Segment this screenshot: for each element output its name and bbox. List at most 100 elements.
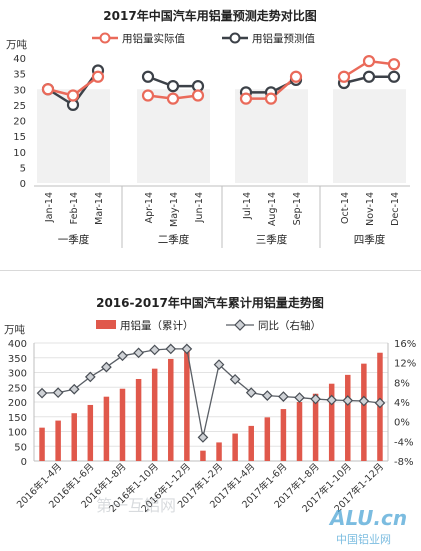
y-tick-label: 50	[14, 442, 27, 453]
quarter-label: 三季度	[256, 233, 288, 246]
y-tick-label: 5	[20, 163, 26, 174]
x-tick-label: Feb-14	[69, 192, 80, 224]
forecast-chart: 2017年中国汽车用铝量预测走势对比图 万吨 用铝量实际值 用铝量预测值 0 5 1…	[6, 8, 410, 248]
actual-point	[41, 83, 55, 96]
yoy-point	[52, 387, 64, 399]
y-tick-label: 300	[8, 369, 27, 380]
quarter-labels: 一季度 二季度 三季度 四季度	[58, 233, 386, 246]
y-tick-label: 0	[21, 457, 27, 468]
yoy-point	[117, 350, 128, 362]
y2-tick-label: -8%	[394, 457, 413, 468]
cumulative-chart: 2016-2017年中国汽车累计用铝量走势图 万吨 用铝量（累计） 同比（右轴）…	[4, 295, 416, 546]
x-tick-label: Oct-14	[340, 192, 351, 224]
x-tick-label: Jun-14	[194, 192, 205, 223]
quarter-band	[235, 89, 308, 183]
bar	[87, 404, 94, 461]
bars	[39, 351, 383, 461]
actual-point	[239, 92, 253, 105]
y2-tick-label: 4%	[394, 398, 410, 409]
quarter-band	[137, 89, 210, 183]
y-tick-label: 100	[8, 428, 27, 439]
y-tick-label: 25	[13, 101, 26, 112]
forecast-point	[166, 80, 180, 93]
quarter-label: 二季度	[158, 233, 190, 246]
y2-tick-label: 8%	[394, 378, 410, 389]
logo-en: ALU.cn	[328, 506, 407, 530]
legend-actual-label: 用铝量实际值	[122, 32, 185, 45]
bar	[119, 388, 126, 461]
y-axis-ticks: 0 5 10 15 20 25 30 35 40	[13, 54, 26, 190]
yoy-point	[68, 383, 80, 395]
bar	[135, 378, 142, 461]
y-axis-unit: 万吨	[6, 38, 27, 51]
chart-title: 2016-2017年中国汽车累计用铝量走势图	[96, 295, 324, 310]
bar	[328, 383, 335, 461]
legend: 用铝量实际值 用铝量预测值	[92, 32, 315, 45]
y-tick-label: 400	[8, 339, 27, 350]
legend-cumulative-label: 用铝量（累计）	[120, 319, 194, 332]
bar	[39, 427, 45, 461]
y-axis-right-ticks: -8% -4% 0% 4% 8% 12% 16%	[394, 339, 416, 468]
x-tick-label: May-14	[169, 192, 180, 227]
forecast-point	[362, 70, 376, 83]
yoy-point	[84, 371, 96, 383]
logo-cn: 中国铝业网	[336, 532, 391, 546]
quarter-label: 四季度	[354, 233, 386, 246]
watermark-text: 第一互铝网	[96, 496, 176, 515]
x-tick-label: Dec-14	[390, 192, 401, 226]
actual-point	[66, 89, 80, 102]
bar	[151, 368, 158, 461]
yoy-point	[245, 387, 257, 399]
forecast-chart-panel: 2017年中国汽车用铝量预测走势对比图 万吨 用铝量实际值 用铝量预测值 0 5 1…	[0, 0, 421, 262]
actual-point	[166, 92, 180, 105]
bar	[168, 358, 174, 461]
yoy-point	[165, 343, 177, 355]
yoy-point	[181, 343, 193, 355]
yoy-point	[358, 395, 370, 407]
x-tick-label: Apr-14	[144, 192, 155, 223]
quarter-band	[333, 89, 406, 183]
quarter-bands	[37, 89, 406, 183]
bar	[232, 433, 238, 461]
y2-tick-label: -4%	[394, 437, 413, 448]
bar	[216, 442, 222, 461]
y-axis-unit: 万吨	[4, 323, 25, 336]
legend-forecast-label: 用铝量预测值	[252, 32, 315, 45]
legend-yoy-label: 同比（右轴）	[258, 319, 321, 332]
forecast-point	[141, 70, 155, 83]
yoy-point	[310, 393, 321, 405]
y-tick-label: 0	[20, 179, 26, 190]
y-tick-label: 35	[13, 70, 26, 81]
y-tick-label: 15	[13, 132, 26, 143]
bar	[296, 402, 303, 461]
chart-title: 2017年中国汽车用铝量预测走势对比图	[103, 8, 316, 23]
bar	[55, 420, 61, 461]
bar	[264, 417, 271, 461]
y2-tick-label: 16%	[394, 339, 416, 350]
yoy-point	[261, 390, 273, 401]
bar	[312, 393, 319, 461]
actual-point	[141, 89, 155, 102]
quarter-label: 一季度	[58, 233, 90, 246]
y-tick-label: 40	[13, 54, 26, 65]
cumulative-chart-panel: 2016-2017年中国汽车累计用铝量走势图 万吨 用铝量（累计） 同比（右轴）…	[0, 270, 421, 551]
bar	[71, 413, 77, 461]
bar	[103, 396, 110, 461]
y-tick-label: 250	[8, 383, 27, 394]
yoy-point	[197, 432, 209, 443]
legend: 用铝量（累计） 同比（右轴）	[96, 319, 321, 332]
x-tick-label: Jan-14	[44, 192, 55, 223]
y2-tick-label: 0%	[394, 418, 410, 429]
actual-point	[289, 70, 303, 83]
y2-tick-label: 12%	[394, 359, 416, 370]
bar	[345, 374, 351, 461]
yoy-point	[213, 359, 225, 370]
y-tick-label: 350	[8, 354, 27, 365]
x-tick-label: Mar-14	[94, 192, 105, 225]
x-tick-label: Jul-14	[242, 192, 253, 220]
actual-point	[337, 70, 351, 83]
y-tick-label: 30	[13, 85, 26, 96]
bar	[184, 351, 190, 461]
actual-point	[191, 89, 205, 102]
bar	[280, 409, 287, 461]
